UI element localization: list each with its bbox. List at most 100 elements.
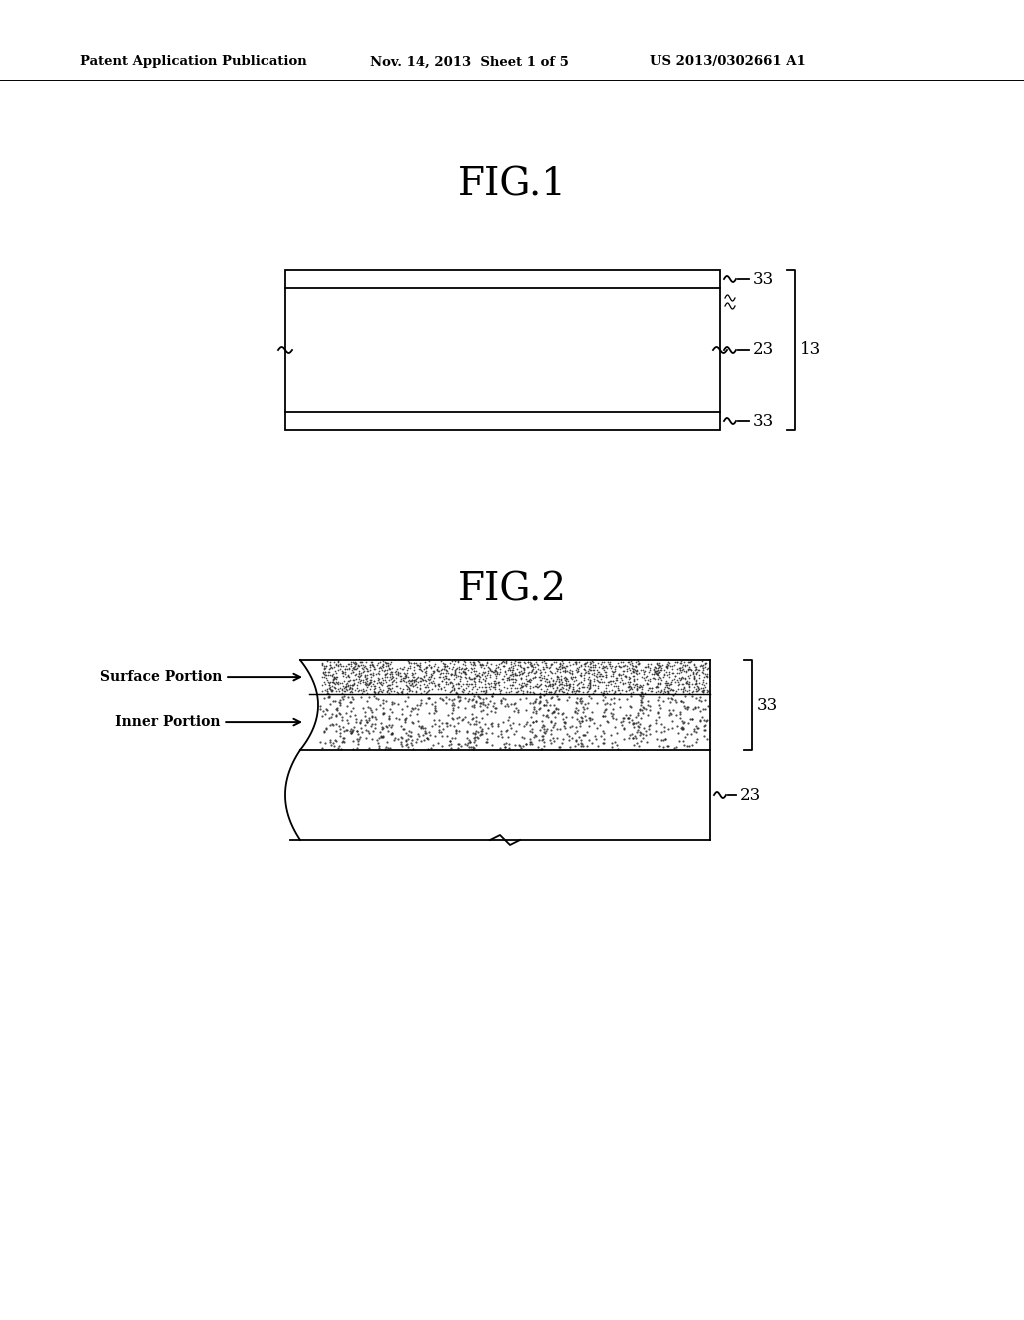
Point [697, 663, 714, 684]
Point [632, 725, 648, 746]
Point [316, 673, 333, 694]
Point [426, 709, 442, 730]
Point [453, 663, 469, 684]
Point [387, 663, 403, 684]
Point [662, 692, 678, 713]
Point [659, 656, 676, 677]
Point [557, 667, 573, 688]
Point [334, 678, 350, 700]
Point [534, 738, 550, 759]
Point [642, 677, 658, 698]
Point [605, 665, 622, 686]
Point [655, 678, 672, 700]
Point [384, 657, 400, 678]
Point [557, 672, 573, 693]
Point [381, 715, 397, 737]
Point [679, 735, 695, 756]
Point [532, 669, 549, 690]
Point [394, 659, 411, 680]
Point [514, 676, 530, 697]
Point [536, 721, 552, 742]
Point [623, 682, 639, 704]
Point [672, 652, 688, 673]
Point [548, 657, 564, 678]
Point [499, 664, 515, 685]
Point [664, 673, 680, 694]
Point [327, 677, 343, 698]
Point [688, 673, 705, 694]
Point [492, 661, 508, 682]
Point [451, 673, 467, 694]
Point [563, 715, 580, 737]
Point [522, 651, 539, 672]
Point [495, 651, 511, 672]
Point [395, 718, 412, 739]
Point [689, 661, 706, 682]
Point [597, 661, 613, 682]
Point [352, 711, 369, 733]
Point [639, 655, 655, 676]
Point [451, 690, 467, 711]
Point [336, 681, 352, 702]
Point [649, 689, 666, 710]
Point [454, 657, 470, 678]
Point [391, 708, 408, 729]
Point [500, 726, 516, 747]
Point [505, 660, 521, 681]
Point [522, 733, 539, 754]
Point [422, 657, 438, 678]
Point [582, 677, 598, 698]
Point [687, 660, 703, 681]
Point [526, 663, 543, 684]
Point [672, 669, 688, 690]
Point [628, 727, 644, 748]
Point [614, 651, 631, 672]
Point [350, 655, 367, 676]
Point [380, 721, 396, 742]
Point [501, 734, 517, 755]
Point [317, 655, 334, 676]
Point [355, 681, 372, 702]
Point [456, 661, 472, 682]
Point [688, 731, 705, 752]
Point [346, 651, 362, 672]
Point [442, 663, 459, 684]
Point [442, 663, 459, 684]
Point [673, 653, 689, 675]
Point [430, 715, 446, 737]
Point [329, 667, 345, 688]
Point [516, 652, 532, 673]
Point [640, 680, 656, 701]
Point [494, 693, 510, 714]
Point [345, 738, 361, 759]
Point [377, 738, 393, 759]
Point [545, 701, 561, 722]
Point [527, 710, 544, 731]
Point [673, 668, 689, 689]
Point [421, 655, 437, 676]
Point [334, 672, 350, 693]
Point [614, 673, 631, 694]
Point [416, 659, 432, 680]
Point [598, 682, 614, 704]
Point [433, 722, 450, 743]
Point [651, 656, 668, 677]
Point [400, 652, 417, 673]
Point [347, 664, 364, 685]
Point [375, 653, 391, 675]
Point [375, 669, 391, 690]
Point [340, 653, 356, 675]
Point [548, 671, 564, 692]
Point [694, 677, 711, 698]
Point [333, 738, 349, 759]
Point [492, 738, 508, 759]
Point [688, 657, 705, 678]
Point [660, 688, 677, 709]
Point [364, 706, 380, 727]
Point [468, 678, 484, 700]
Point [684, 709, 700, 730]
Point [696, 677, 713, 698]
Point [667, 652, 683, 673]
Point [567, 730, 584, 751]
Point [562, 673, 579, 694]
